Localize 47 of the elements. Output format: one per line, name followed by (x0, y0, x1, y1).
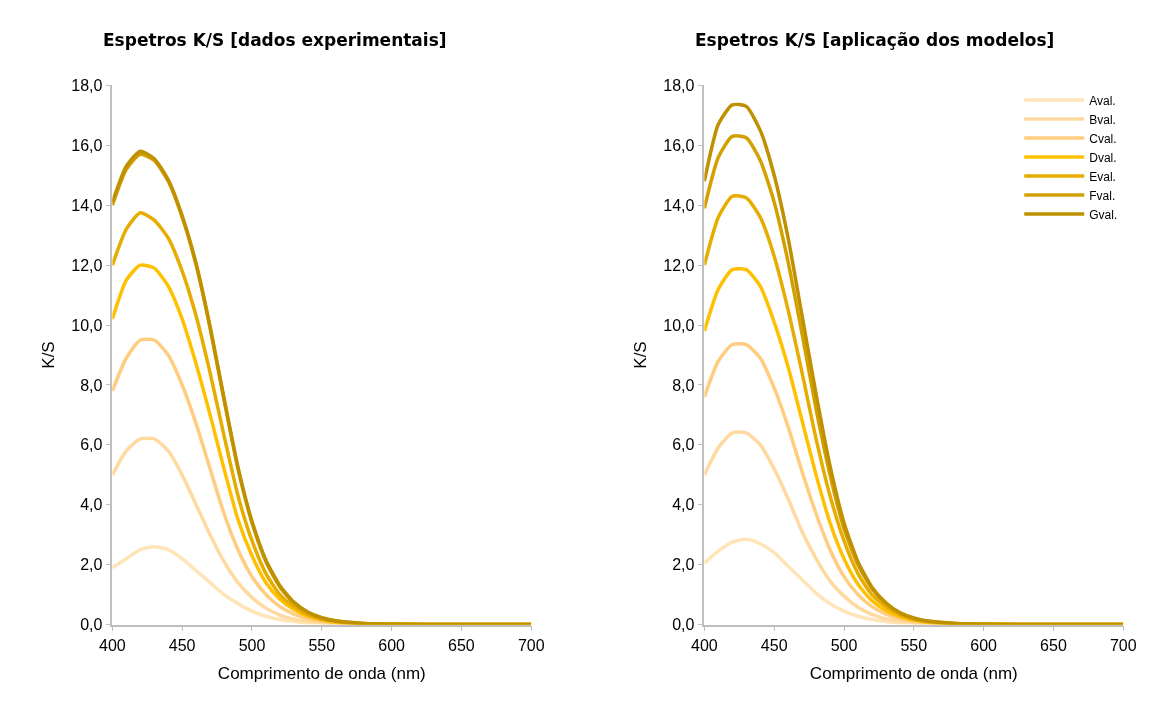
y-tick-label: 0,0 (80, 616, 103, 634)
y-axis-title: K/S (631, 341, 651, 369)
y-tick-label: 18,0 (71, 77, 103, 94)
y-tick-label: 4,0 (672, 496, 695, 514)
legend-label: Aval. (1089, 93, 1116, 108)
y-tick-label: 16,0 (71, 136, 103, 154)
y-tick-label: 18,0 (663, 77, 695, 94)
y-tick-label: 16,0 (663, 136, 695, 154)
y-tick-label: 12,0 (71, 256, 103, 274)
y-tick-label: 12,0 (663, 256, 695, 274)
y-axis-title: K/S (39, 341, 59, 369)
y-tick-label: 0,0 (672, 616, 695, 634)
x-tick-label: 600 (970, 636, 998, 654)
legend-label: Gval. (1089, 207, 1118, 222)
x-tick-label: 550 (900, 636, 928, 654)
legend-label: Bval. (1089, 112, 1116, 127)
y-tick-label: 2,0 (672, 556, 695, 574)
x-tick-label: 500 (830, 636, 858, 654)
y-tick-label: 10,0 (663, 316, 695, 334)
chart-title: Espetros K/S [aplicação dos modelos] (695, 30, 1055, 50)
x-tick-label: 400 (691, 636, 718, 654)
x-tick-label: 450 (760, 636, 788, 654)
y-tick-label: 4,0 (80, 496, 103, 514)
x-tick-label: 450 (168, 636, 196, 654)
x-tick-label: 700 (1109, 636, 1137, 654)
legend-label: Eval. (1089, 169, 1116, 184)
legend-label: Fval. (1089, 188, 1116, 203)
y-tick-label: 14,0 (71, 196, 103, 214)
y-tick-label: 8,0 (672, 376, 695, 394)
x-axis-title: Comprimento de onda (nm) (217, 664, 426, 684)
chart-title: Espetros K/S [dados experimentais] (103, 30, 447, 50)
y-tick-label: 10,0 (71, 316, 103, 334)
x-tick-label: 650 (1040, 636, 1067, 654)
y-tick-label: 14,0 (663, 196, 695, 214)
y-tick-label: 6,0 (80, 436, 103, 454)
x-tick-label: 550 (308, 636, 336, 654)
y-tick-label: 8,0 (80, 376, 103, 394)
x-tick-label: 650 (448, 636, 475, 654)
legend-label: Dval. (1089, 150, 1117, 165)
x-axis-title: Comprimento de onda (nm) (809, 664, 1018, 684)
x-tick-label: 400 (99, 636, 126, 654)
y-tick-label: 6,0 (672, 436, 695, 454)
x-tick-label: 600 (378, 636, 406, 654)
y-tick-label: 2,0 (80, 556, 103, 574)
legend-label: Cval. (1089, 131, 1117, 146)
x-tick-label: 700 (517, 636, 545, 654)
x-tick-label: 500 (238, 636, 266, 654)
